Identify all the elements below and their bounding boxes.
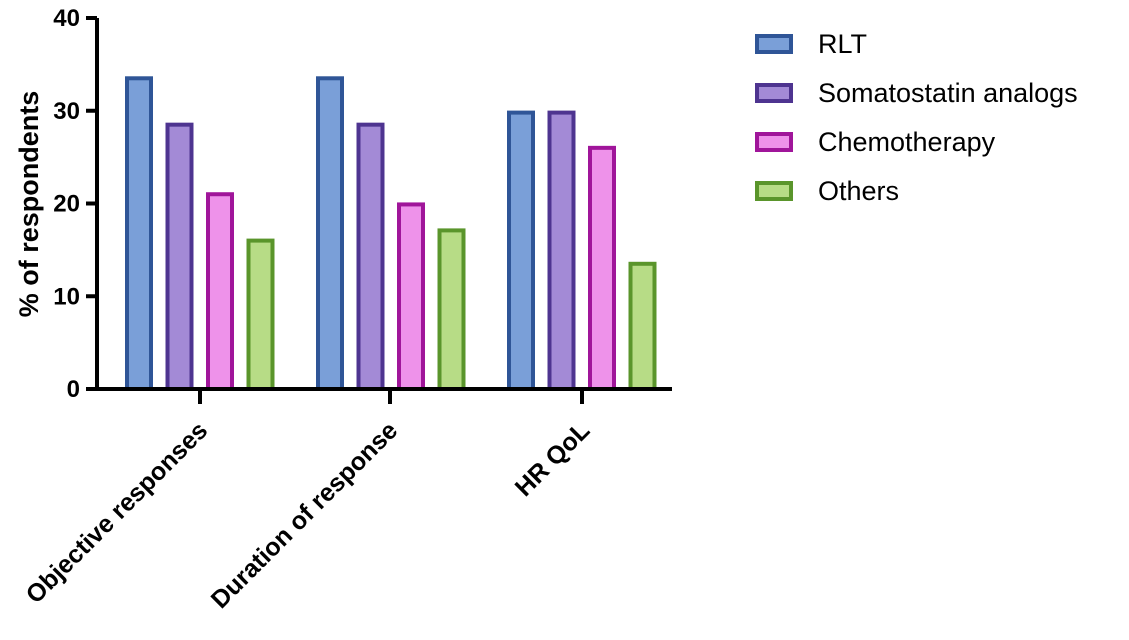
legend-swatch (755, 132, 793, 152)
bar-others-1 (437, 228, 466, 391)
bar-chemotherapy-2 (588, 145, 616, 391)
bar-rlt-1 (316, 76, 344, 391)
bar-rlt-2 (507, 110, 535, 391)
y-ticks-group: 0 10 20 30 40 (53, 5, 97, 403)
legend-swatch (755, 83, 793, 103)
legend-label: Somatostatin analogs (818, 78, 1078, 108)
bar-others-0 (246, 238, 275, 391)
x-category-label: HR QoL (510, 416, 596, 502)
y-tick-label: 20 (53, 191, 80, 218)
y-tick-label: 0 (67, 376, 80, 403)
y-tick-label: 30 (53, 98, 80, 125)
legend-swatch (755, 34, 793, 54)
legend-label: Others (818, 176, 899, 206)
y-tick-label: 10 (53, 283, 80, 310)
x-category-label: Duration of response (206, 416, 404, 614)
legend-label: Chemotherapy (818, 127, 996, 157)
legend: RLT Somatostatin analogs Chemotherapy Other… (755, 29, 1078, 206)
y-axis-title: % of respondents (14, 91, 44, 318)
bar-somatostatin-analogs-1 (356, 122, 385, 391)
bars-group (125, 76, 657, 392)
legend-label: RLT (818, 29, 867, 59)
legend-swatch (755, 181, 793, 201)
bar-somatostatin-analogs-0 (165, 122, 194, 391)
bar-chemotherapy-1 (397, 202, 425, 391)
bar-rlt-0 (125, 76, 153, 391)
bar-chemotherapy-0 (206, 192, 234, 391)
bar-somatostatin-analogs-2 (547, 110, 576, 391)
y-tick-label: 40 (53, 5, 80, 32)
bar-others-2 (628, 261, 657, 392)
x-category-label: Objective responses (21, 416, 214, 609)
